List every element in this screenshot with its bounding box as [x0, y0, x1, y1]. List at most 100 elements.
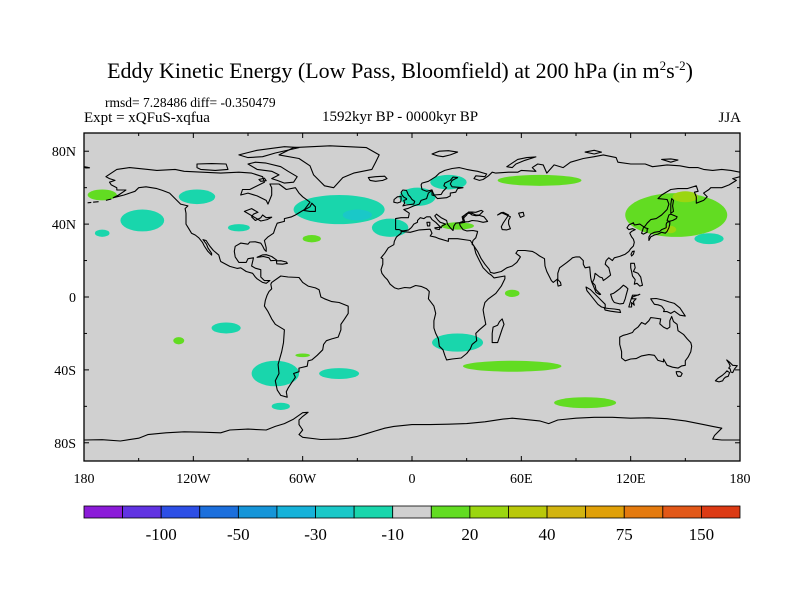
coastline-caspian	[497, 211, 511, 231]
anomaly-region	[342, 209, 372, 221]
colorbar-swatch	[315, 505, 355, 519]
coastline-madagascar	[491, 318, 505, 344]
coastline-australia	[619, 315, 693, 369]
coastline-iceland	[367, 175, 388, 182]
coastline-hudson-islands	[258, 177, 267, 182]
anomaly-region	[251, 360, 300, 387]
experiment-label: Expt = xQFuS-xqfua	[84, 110, 210, 126]
coastline-new-guinea	[650, 297, 686, 317]
colorbar-swatch	[353, 505, 394, 519]
coastline-philippines	[630, 262, 644, 287]
colorbar-swatch	[430, 505, 471, 519]
x-axis: 180 120W 60W 0 60E 120E 180	[74, 133, 751, 487]
coastline-sardinia	[426, 221, 431, 227]
anomaly-region	[441, 222, 474, 230]
coastline-borneo	[610, 284, 629, 305]
colorbar-swatch	[83, 505, 123, 519]
colorbar-swatch	[276, 505, 316, 519]
coastline-tasmania	[675, 371, 683, 377]
anomaly-region	[302, 235, 321, 243]
anomaly-region	[120, 209, 165, 232]
anomaly-region	[178, 189, 216, 205]
anomaly-region	[293, 194, 385, 225]
coastline-victoria-island	[196, 163, 229, 171]
coastline-eurasia	[395, 154, 740, 230]
y-tick-label: 80N	[52, 145, 76, 160]
coastline-novaya-zemlya	[506, 156, 537, 169]
y-tick-label: 0	[69, 291, 76, 306]
colorbar-label: -30	[304, 525, 327, 544]
y-tick-label: 80S	[54, 437, 76, 452]
anomaly-region	[227, 224, 250, 232]
coastline-new-zealand-south	[714, 370, 731, 383]
colorbar-swatch	[623, 505, 664, 519]
colorbar-label: -10	[381, 525, 404, 544]
anomaly-region	[497, 174, 582, 186]
colorbar-swatch	[237, 505, 278, 519]
coastline-sicily	[434, 226, 441, 231]
anomaly-region	[399, 187, 436, 206]
anomaly-region	[672, 191, 699, 203]
season-label: JJA	[718, 110, 741, 126]
x-tick-label: 180	[730, 472, 751, 487]
coastline-great-lakes	[243, 208, 273, 222]
colorbar-label: -50	[227, 525, 250, 544]
anomaly-region	[625, 193, 728, 237]
colorbar-label: -100	[146, 525, 177, 544]
coastline-africa	[380, 228, 506, 361]
colorbar: -100 -50 -30 -10 20 40 75 150	[83, 505, 741, 544]
anomaly-regions	[87, 174, 728, 410]
anomaly-region	[271, 402, 290, 410]
x-tick-label: 0	[409, 472, 416, 487]
colorbar-label: 75	[616, 525, 633, 544]
coastline-baffin	[247, 161, 298, 184]
anomaly-region	[554, 397, 617, 409]
anomaly-region	[319, 368, 360, 379]
anomaly-region	[295, 353, 310, 358]
anomaly-region	[371, 218, 409, 237]
anomaly-region	[173, 337, 185, 345]
anomaly-region	[211, 322, 241, 334]
coastline-east-asia	[395, 176, 740, 296]
coastline-aleutians	[87, 198, 112, 204]
coastline-new-zealand-north	[726, 359, 738, 374]
colorbar-swatch	[392, 505, 432, 519]
colorbar-swatch	[508, 505, 548, 519]
coastline-south-america	[263, 275, 349, 398]
coastline-sulawesi	[628, 293, 641, 308]
coastline-severnaya	[584, 149, 603, 155]
map-background	[84, 133, 740, 461]
anomaly-region	[94, 229, 110, 237]
colorbar-swatch	[160, 505, 201, 519]
colorbar-label: 40	[539, 525, 556, 544]
x-tick-label: 180	[74, 472, 95, 487]
colorbar-label: 150	[689, 525, 715, 544]
anomaly-region	[665, 225, 677, 234]
coastline-hispaniola	[275, 260, 288, 265]
coastline-antarctica	[84, 411, 740, 442]
anomaly-region	[432, 333, 484, 352]
coastline-black-sea	[462, 211, 489, 223]
coastline-british-isles	[400, 189, 416, 207]
x-tick-label: 120W	[176, 472, 211, 487]
anomaly-region	[87, 189, 117, 201]
anomaly-region	[504, 289, 520, 297]
coastline-sri-lanka	[556, 278, 562, 287]
colorbar-swatch	[469, 505, 509, 519]
coastline-java	[603, 307, 622, 314]
colorbar-swatch	[585, 505, 625, 519]
anomaly-region	[463, 360, 562, 372]
colorbar-swatch	[199, 505, 239, 519]
coastline-taiwan	[630, 250, 635, 257]
colorbar-swatch	[701, 505, 741, 519]
y-tick-label: 40N	[52, 218, 76, 233]
chart-title: Eddy Kinetic Energy (Low Pass, Bloomfiel…	[107, 58, 693, 83]
y-tick-label: 40S	[54, 364, 76, 379]
x-tick-label: 60W	[289, 472, 317, 487]
colorbar-swatch	[122, 505, 162, 519]
colorbar-label: 20	[461, 525, 478, 544]
coastline-sakhalin	[670, 198, 675, 214]
coastline-wrangel	[84, 166, 91, 169]
coastline-ellesmere	[238, 146, 300, 159]
colorbar-swatch	[546, 505, 587, 519]
